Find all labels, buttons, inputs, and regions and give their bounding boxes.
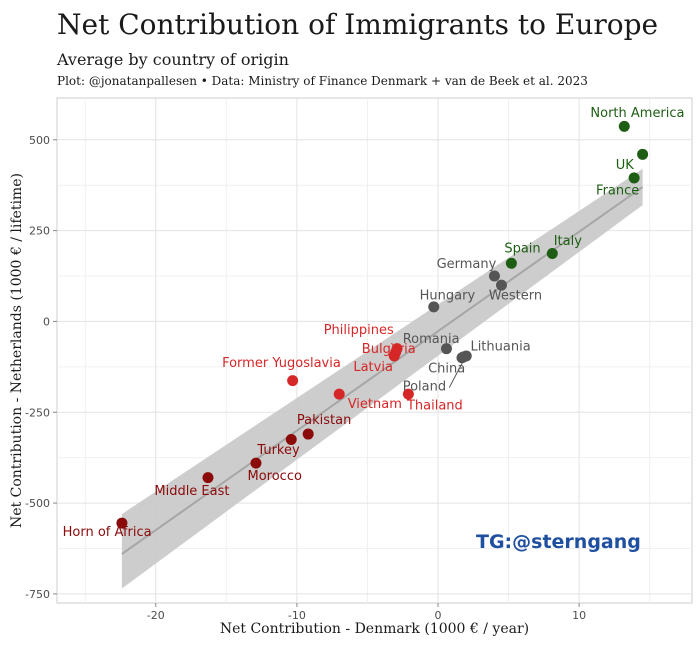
watermark-text: TG:@sterngang xyxy=(476,531,641,553)
label-leader-line xyxy=(448,360,464,388)
point-label: Morocco xyxy=(248,469,302,484)
data-point xyxy=(402,388,414,400)
data-point xyxy=(333,388,345,400)
point-label: Germany xyxy=(437,257,497,272)
y-tick-label: 250 xyxy=(29,225,50,238)
data-point xyxy=(505,257,517,269)
x-axis-title: Net Contribution - Denmark (1000 € / yea… xyxy=(220,621,529,637)
data-point xyxy=(250,457,262,469)
point-label: Western xyxy=(489,289,542,304)
y-tick-label: -250 xyxy=(25,406,50,419)
y-tick-label: 500 xyxy=(29,134,50,147)
data-point xyxy=(496,279,507,291)
point-label: Horn of Africa xyxy=(63,525,152,540)
point-label: Lithuania xyxy=(470,340,530,355)
point-label: Philippines xyxy=(324,323,394,338)
y-tick-label: -500 xyxy=(25,497,50,510)
point-label: Italy xyxy=(554,234,583,249)
chart-subtitle: Average by country of origin xyxy=(57,50,289,69)
data-point xyxy=(202,472,214,484)
point-label: Vietnam xyxy=(348,397,402,412)
point-label: Former Yugoslavia xyxy=(222,356,341,371)
data-point xyxy=(302,428,314,440)
y-tick-label: 0 xyxy=(43,315,50,328)
point-label: China xyxy=(428,361,465,376)
data-point xyxy=(428,301,440,313)
point-label: Turkey xyxy=(256,443,300,458)
data-point xyxy=(116,517,128,529)
point-label: North America xyxy=(590,106,684,121)
data-point xyxy=(637,148,649,160)
point-label: Bulgaria xyxy=(362,342,416,357)
x-tick-label: 0 xyxy=(435,609,442,622)
chart-caption: Plot: @jonatanpallesen • Data: Ministry … xyxy=(57,74,588,88)
data-point xyxy=(440,343,452,355)
x-tick-label: 10 xyxy=(572,609,586,622)
point-label: Hungary xyxy=(420,289,476,304)
y-tick-label: -750 xyxy=(25,588,50,601)
confidence-ribbon xyxy=(121,168,643,589)
chart-title: Net Contribution of Immigrants to Europe xyxy=(57,8,659,41)
data-point xyxy=(287,375,299,387)
point-label: Thailand xyxy=(406,399,463,414)
point-label: Poland xyxy=(403,379,446,394)
point-label: Pakistan xyxy=(297,413,351,428)
data-point xyxy=(457,351,469,363)
plot-panel xyxy=(56,97,693,604)
point-label: Latvia xyxy=(353,360,393,375)
data-point xyxy=(285,434,297,446)
y-axis-title: Net Contribution - Netherlands (1000 € /… xyxy=(9,173,25,528)
x-tick-label: -10 xyxy=(288,609,306,622)
data-point xyxy=(618,120,630,132)
regression-line xyxy=(121,186,644,555)
point-label: Spain xyxy=(504,241,540,256)
point-label: Romania xyxy=(403,332,460,347)
point-label: France xyxy=(596,183,639,198)
data-point xyxy=(628,172,640,184)
data-point xyxy=(546,247,558,259)
point-label: UK xyxy=(616,158,635,173)
x-tick-label: -20 xyxy=(147,609,165,622)
data-point xyxy=(391,343,403,355)
data-point xyxy=(488,270,500,282)
point-label: Middle East xyxy=(154,484,229,499)
